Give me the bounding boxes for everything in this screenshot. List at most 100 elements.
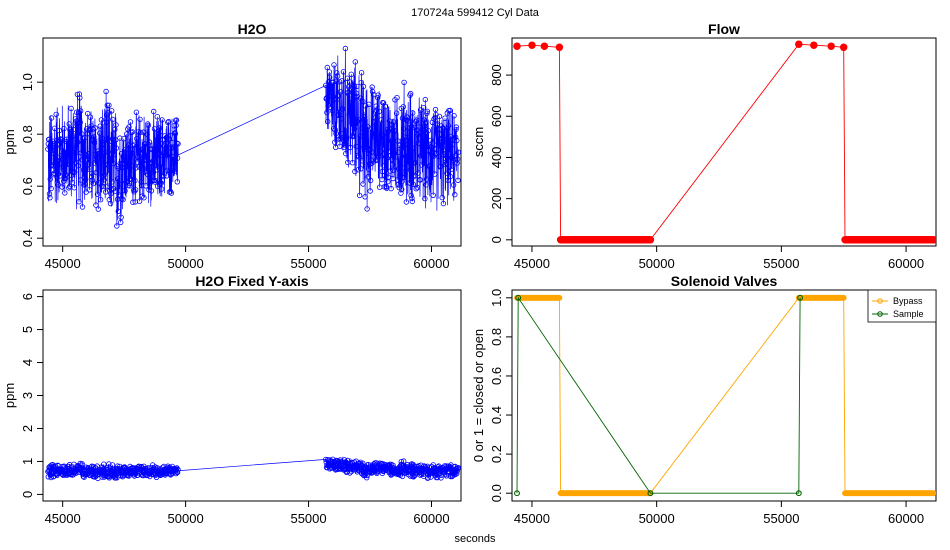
y-tick-label: 0.6: [489, 367, 504, 385]
data-point: [82, 134, 88, 141]
data-point: [73, 159, 79, 165]
y-tick-label: 0: [20, 491, 35, 498]
data-point: [360, 98, 366, 105]
data-point: [67, 143, 74, 149]
data-point: [647, 490, 654, 497]
data-point: [115, 176, 121, 182]
data-point: [77, 108, 84, 114]
data-point: [47, 194, 53, 201]
data-point: [397, 142, 403, 149]
data-point: [91, 134, 97, 140]
data-point: [165, 119, 171, 126]
data-point: [797, 294, 804, 301]
data-point: [126, 124, 132, 130]
data-point: [59, 152, 66, 158]
data-point: [450, 470, 456, 477]
data-point: [330, 125, 337, 132]
data-point: [139, 193, 145, 199]
data-point: [354, 83, 360, 90]
data-point: [374, 141, 380, 147]
data-point: [67, 133, 73, 140]
data-point: [344, 75, 351, 81]
data-point: [86, 187, 93, 193]
data-point: [71, 169, 77, 176]
data-point: [98, 117, 105, 123]
data-point: [48, 115, 55, 121]
data-point: [514, 490, 520, 497]
data-point: [409, 198, 415, 205]
data-point: [440, 151, 446, 158]
y-tick-label: 4: [20, 359, 35, 366]
data-point: [540, 42, 549, 50]
data-point: [152, 177, 158, 184]
data-point: [405, 158, 412, 165]
data-point: [388, 185, 394, 192]
data-point: [376, 108, 382, 115]
data-point: [336, 112, 342, 118]
data-point: [131, 141, 138, 147]
data-point: [375, 92, 381, 98]
data-point: [428, 137, 434, 144]
data-point: [452, 191, 458, 198]
y-tick-label: 0: [489, 236, 504, 243]
data-point: [59, 184, 65, 190]
y-tick-label: 1: [20, 458, 35, 465]
data-point: [339, 106, 345, 112]
data-point: [439, 131, 445, 138]
data-point: [82, 181, 88, 187]
data-point: [338, 116, 345, 122]
data-point: [103, 88, 109, 95]
data-point: [128, 163, 135, 169]
data-point: [451, 112, 457, 119]
data-point: [406, 180, 413, 186]
x-tick-label: 50000: [168, 256, 204, 271]
data-point: [400, 104, 406, 110]
data-point: [97, 130, 103, 136]
data-point: [450, 163, 456, 169]
data-point: [410, 173, 417, 180]
data-point: [401, 126, 407, 132]
data-point: [840, 294, 847, 301]
data-point: [340, 69, 347, 75]
data-point: [356, 117, 362, 123]
data-point: [410, 474, 417, 480]
data-point: [393, 110, 400, 116]
data-point: [370, 131, 376, 137]
data-point: [396, 166, 402, 172]
data-point: [394, 94, 400, 101]
data-point: [135, 129, 142, 135]
data-point: [330, 79, 336, 85]
data-point: [114, 223, 120, 229]
data-point: [97, 123, 103, 129]
data-point: [97, 196, 104, 203]
data-point: [150, 108, 157, 115]
data-point: [104, 102, 110, 108]
x-tick-label: 45000: [45, 511, 81, 526]
y-tick-label: 0.4: [20, 229, 35, 247]
data-point: [555, 43, 564, 52]
data-point: [51, 125, 58, 131]
data-point: [408, 192, 414, 199]
data-point: [140, 146, 146, 152]
data-point: [419, 162, 425, 168]
data-point: [136, 164, 142, 170]
data-point: [103, 119, 110, 125]
data-point: [324, 64, 330, 71]
data-point: [358, 69, 365, 76]
data-point: [156, 125, 162, 131]
series-h2o-fixed: [45, 456, 461, 482]
data-point: [60, 156, 66, 163]
data-point: [101, 171, 108, 178]
data-point: [425, 475, 431, 481]
data-point: [351, 133, 357, 140]
data-point: [329, 107, 336, 114]
data-point: [335, 93, 341, 99]
data-point: [332, 139, 338, 145]
data-point: [94, 191, 101, 197]
data-point: [338, 89, 344, 95]
data-point: [445, 123, 452, 129]
data-point: [160, 173, 167, 180]
data-point: [420, 471, 426, 477]
data-point: [142, 141, 148, 147]
data-point: [436, 153, 442, 160]
